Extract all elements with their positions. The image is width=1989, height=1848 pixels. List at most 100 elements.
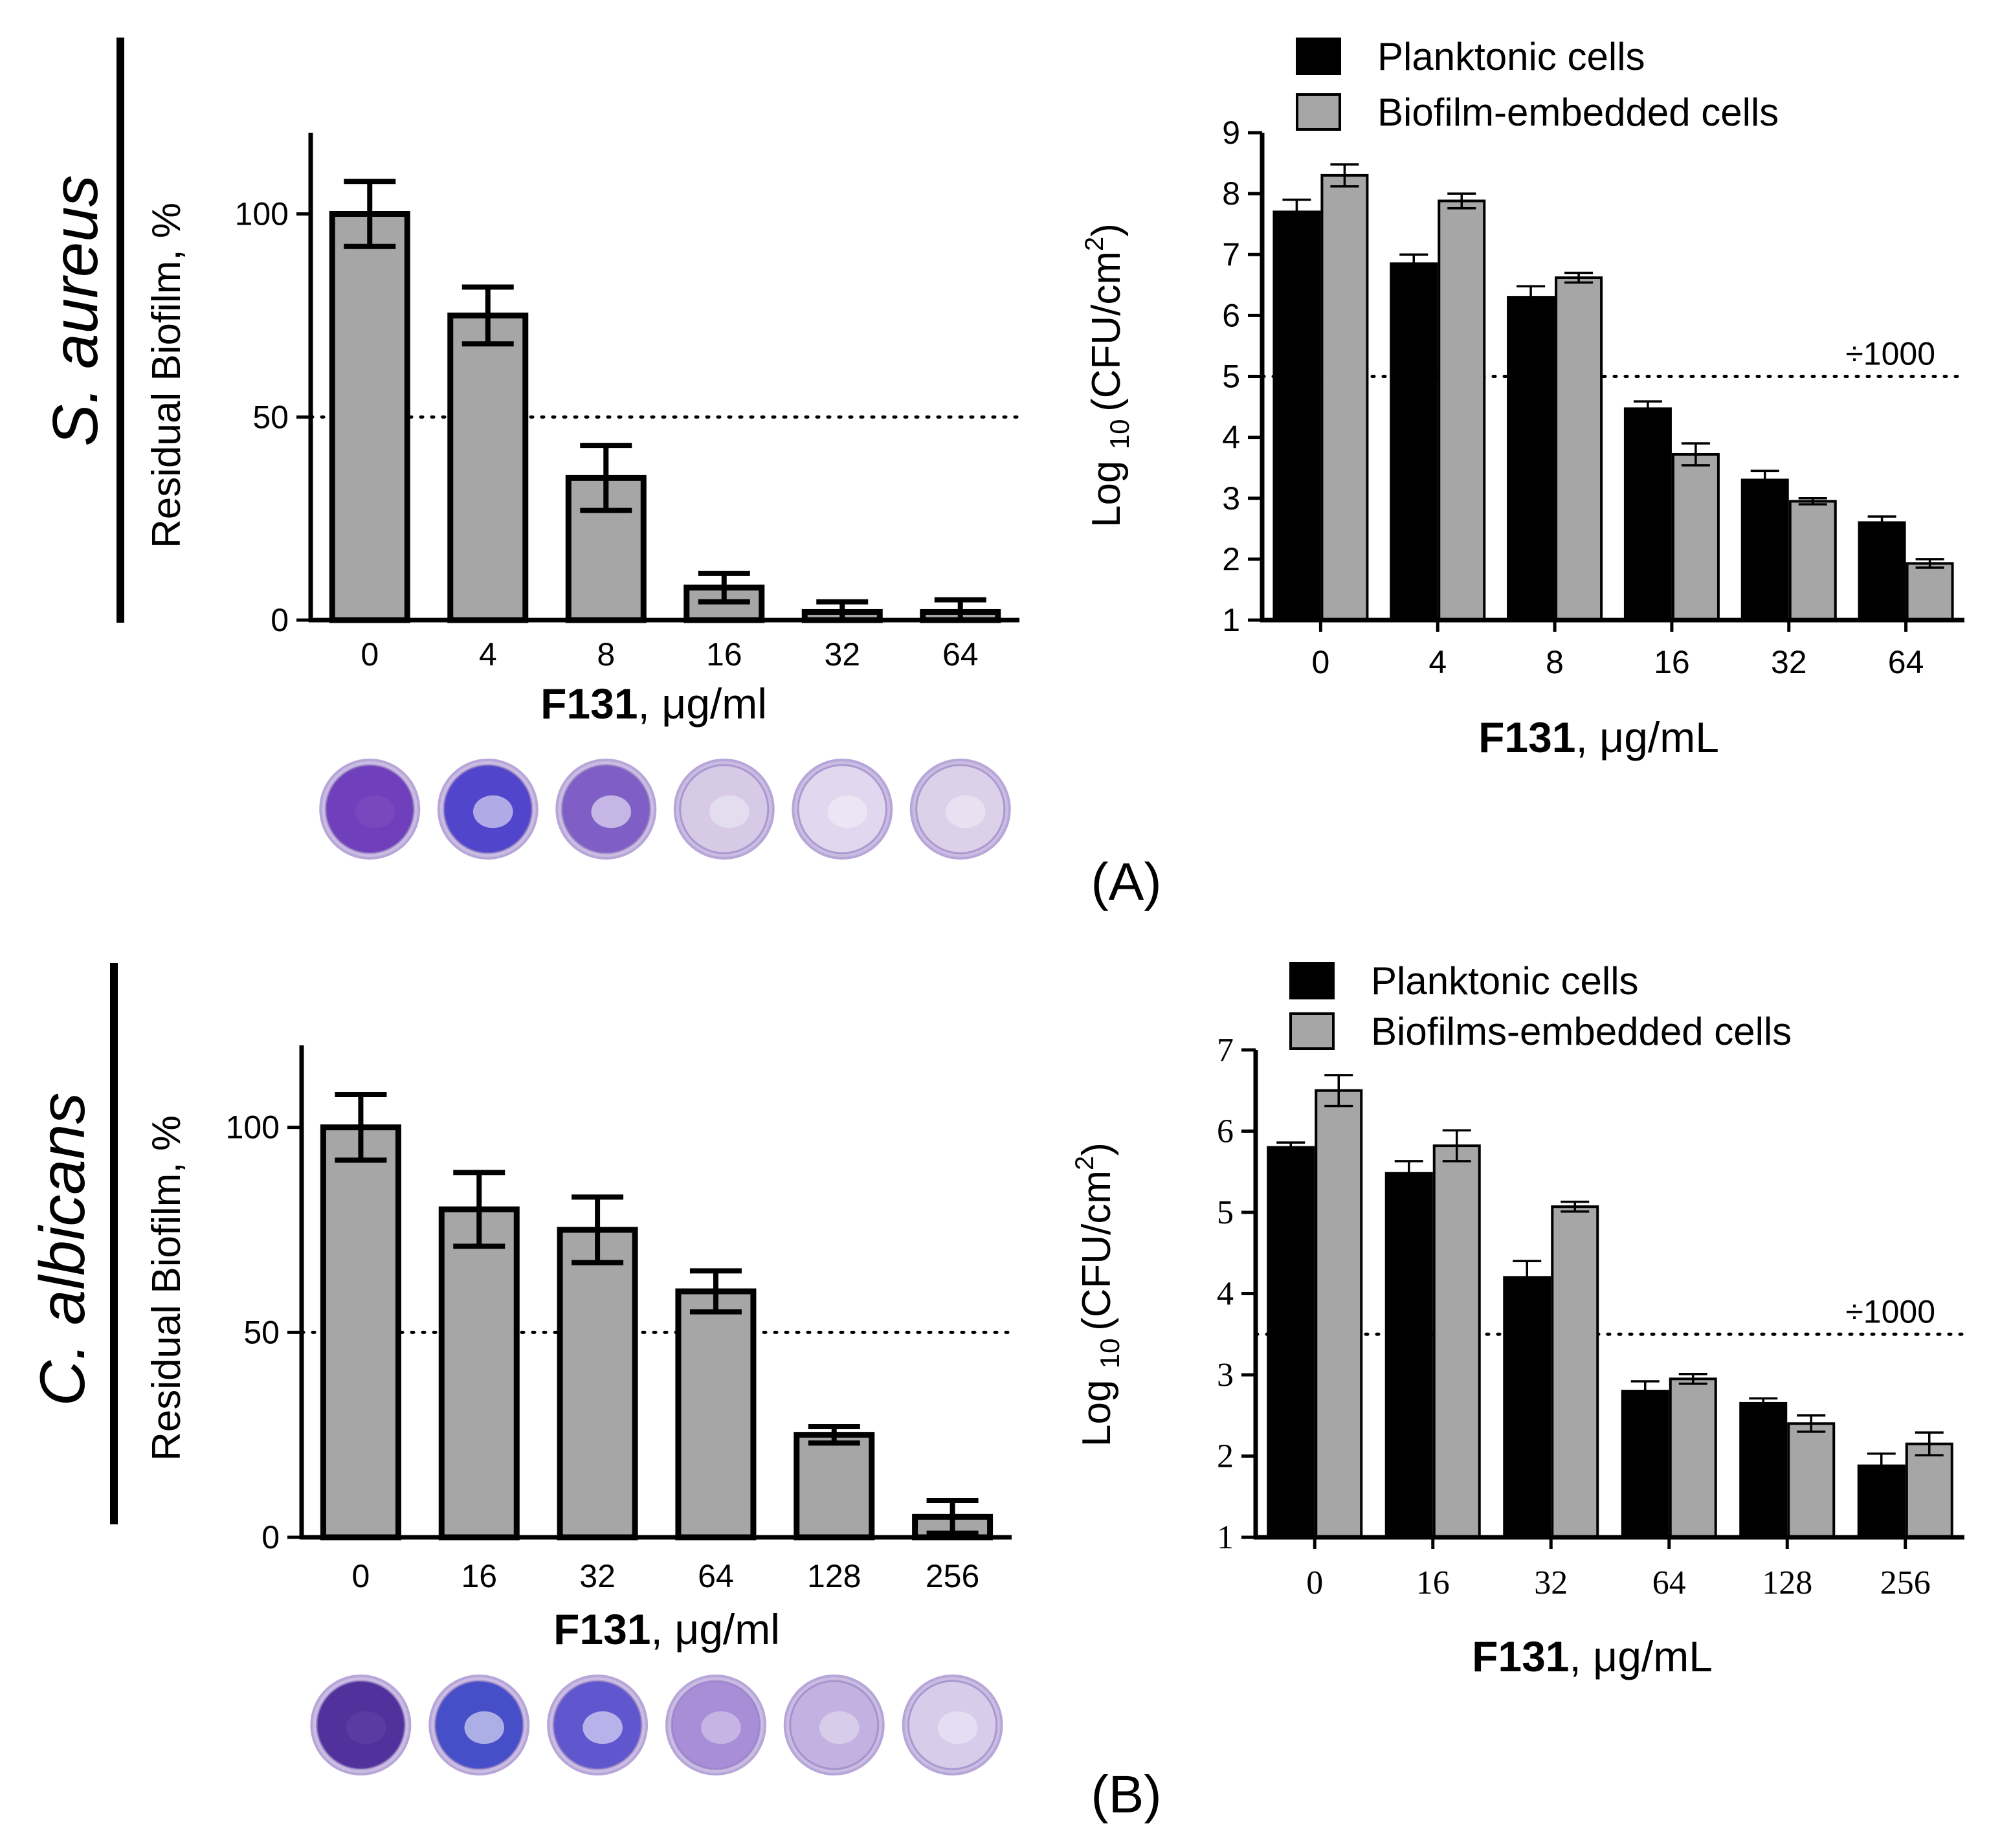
well-inner-rim [561,764,651,854]
bar [675,1288,757,1541]
well-highlight [945,795,986,829]
y-tick-label: 7 [1222,236,1240,273]
y-tick-label: 7 [1217,1032,1234,1069]
panel-label-b: (B) [1091,1765,1161,1824]
chart-b-right: ÷1000 0 16 32 64 128 256 1 2 3 4 5 6 7 Log 10 (CFU/cm2… [1071,1032,1966,1680]
bar-biofilm [1906,562,1954,621]
legend-swatch-planktonic [1296,38,1341,75]
legend-label-biofilm: Biofilms-embedded cells [1371,1010,1792,1053]
x-tick-label: 0 [352,1558,370,1594]
bar-biofilm [1788,500,1837,621]
threshold-label: ÷1000 [1845,336,1935,372]
well-image [909,759,1011,860]
well-highlight [355,795,395,829]
y-tick-label: 2 [1222,541,1240,577]
bar-biofilm [1320,173,1369,621]
legend-swatch-biofilm [1296,93,1341,131]
y-tick-label: 6 [1222,297,1240,333]
x-tick-label: 32 [579,1558,616,1594]
well-image [783,1675,885,1776]
chart-a-left: 0 4 8 16 32 64 0 50 100 Residual Biofilm, % F131, … [144,133,1021,728]
well-stain [326,765,414,853]
y-tick-label: 3 [1222,480,1240,517]
y-tick-label: 4 [1222,419,1240,456]
y-tick-label: 0 [261,1519,280,1555]
legend-swatch-biofilm [1289,1012,1335,1050]
x-tick-label: 4 [479,636,497,673]
well-image [555,759,657,860]
threshold-label: ÷1000 [1845,1293,1935,1330]
x-tick-label: 16 [1654,644,1690,680]
x-tick-label: 4 [1428,644,1447,680]
chart-b-left: 0 16 32 64 128 256 0 50 100 Residual Biofilm, % F1… [144,1045,1014,1653]
well-stain [908,1681,997,1769]
well-stain [798,765,887,853]
y-axis-label: Log 10 (CFU/cm2) [1071,1142,1125,1447]
bar-planktonic [1503,1276,1551,1539]
legend-label-planktonic: Planktonic cells [1377,35,1645,78]
bar-biofilm [1551,1205,1599,1539]
x-tick-label: 64 [1652,1564,1686,1601]
bar-biofilm [1905,1442,1953,1539]
bar [329,211,410,623]
bar-biofilm [1555,276,1603,621]
bar [447,312,529,623]
y-tick-label: 0 [271,602,289,638]
well-image [319,759,421,860]
bar-planktonic [1384,1172,1433,1539]
well-highlight [701,1711,741,1744]
bar [794,1432,875,1541]
chart-a-right: ÷1000 0 4 8 16 32 64 1 2 3 4 5 6 7 8 9 Log 10 (CFU/cm2) F… [1080,115,1966,761]
well-image [665,1675,766,1776]
bar-planktonic [1621,1390,1669,1539]
x-tick-label: 64 [1888,644,1924,680]
well-highlight [937,1711,978,1744]
y-tick-label: 100 [226,1109,280,1146]
x-tick-label: 128 [807,1558,861,1594]
well-inner-rim [797,764,887,854]
bar [557,1227,638,1541]
well-stain [671,1681,760,1769]
x-tick-label: 32 [824,636,860,673]
y-tick-label: 1 [1217,1519,1234,1556]
well-highlight [583,1711,623,1744]
well-image [428,1675,530,1776]
bar [320,1124,401,1541]
x-tick-label: 0 [1306,1564,1323,1601]
y-tick-label: 1 [1222,602,1240,638]
bar-planktonic [1390,262,1438,621]
x-tick-label: 64 [698,1558,734,1594]
y-tick-label: 5 [1217,1194,1234,1231]
bar-biofilm [1787,1422,1836,1539]
well-inner-rim [915,764,1006,854]
bar-planktonic [1858,521,1906,622]
x-tick-label: 0 [1312,644,1330,680]
legend-b-right: Planktonic cells Biofilms-embedded cells [1289,959,1792,1053]
x-tick-label: 128 [1762,1564,1812,1601]
y-tick-label: 4 [1217,1276,1234,1313]
y-tick-label: 2 [1217,1438,1234,1475]
well-image [792,759,893,860]
x-axis-label: F131, μg/mL [1472,1632,1713,1680]
well-highlight [709,795,750,829]
bar [438,1206,520,1541]
bar-planktonic [1739,1401,1788,1539]
x-tick-label: 16 [1416,1564,1450,1601]
legend-label-biofilm: Biofilm-embedded cells [1377,91,1779,134]
well-inner-rim [671,1680,761,1770]
well-inner-rim [789,1680,880,1770]
well-inner-rim [907,1680,998,1770]
well-inner-rim [552,1680,643,1770]
x-tick-label: 8 [597,636,615,673]
bar-planktonic [1272,210,1321,621]
well-image [310,1675,412,1776]
y-tick-label: 3 [1217,1357,1234,1394]
x-axis-label: F131, μg/mL [1478,713,1719,761]
well-inner-rim [443,764,533,854]
well-stain [680,765,768,853]
well-image [902,1675,1003,1776]
x-tick-label: 64 [942,636,979,673]
bar-planktonic [1740,478,1789,622]
well-image [437,759,539,860]
